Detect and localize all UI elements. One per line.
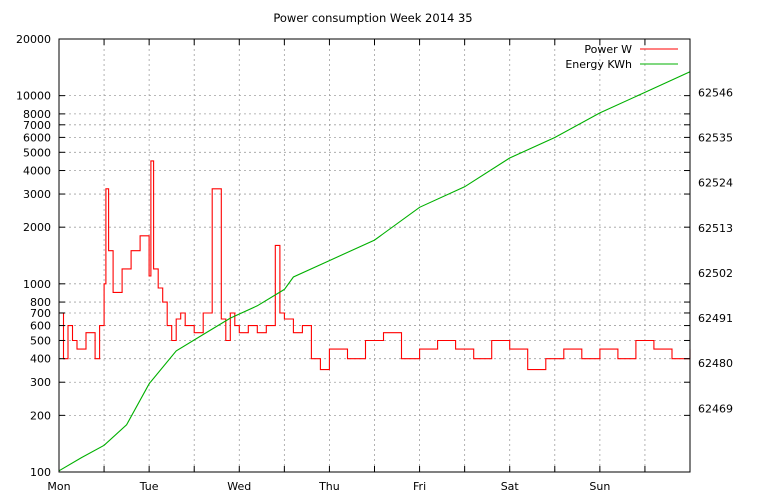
chart-title: Power consumption Week 2014 35 bbox=[273, 11, 472, 25]
y-left-tick-label: 3000 bbox=[23, 188, 51, 201]
x-tick-label: Sat bbox=[501, 480, 520, 493]
legend-label-0: Power W bbox=[584, 43, 632, 56]
y-left-tick-label: 20000 bbox=[16, 33, 51, 46]
y-right-tick-label: 62469 bbox=[698, 402, 733, 415]
legend: Power W Energy KWh bbox=[565, 43, 678, 71]
y-right-tick-label: 62491 bbox=[698, 312, 733, 325]
series-line-0 bbox=[59, 160, 691, 371]
x-tick-label: Wed bbox=[227, 480, 251, 493]
y-right-tick-label: 62502 bbox=[698, 267, 733, 280]
plot-area bbox=[58, 71, 691, 472]
y-left-tick-label: 4000 bbox=[23, 165, 51, 178]
series-line-1 bbox=[58, 71, 691, 472]
y-right-tick-label: 62513 bbox=[698, 222, 733, 235]
y-left-tick-label: 300 bbox=[30, 376, 51, 389]
y-left-tick-label: 700 bbox=[30, 307, 51, 320]
legend-label-1: Energy KWh bbox=[565, 58, 632, 71]
y-left-tick-label: 5000 bbox=[23, 146, 51, 159]
x-tick-label: Fri bbox=[413, 480, 426, 493]
y-left-tick-label: 8000 bbox=[23, 108, 51, 121]
y-right-tick-label: 62546 bbox=[698, 86, 733, 99]
x-tick-label: Sun bbox=[589, 480, 610, 493]
y-left-tick-label: 7000 bbox=[23, 119, 51, 132]
y-left-tick-label: 600 bbox=[30, 320, 51, 333]
y-left-tick-label: 100 bbox=[30, 466, 51, 479]
y-left-tick-label: 400 bbox=[30, 353, 51, 366]
y-right-tick-label: 62480 bbox=[698, 357, 733, 370]
x-tick-label: Tue bbox=[139, 480, 159, 493]
y-right-tick-label: 62524 bbox=[698, 177, 733, 190]
y-left-tick-label: 2000 bbox=[23, 221, 51, 234]
x-tick-label: Mon bbox=[47, 480, 70, 493]
y-left-tick-label: 200 bbox=[30, 409, 51, 422]
y-left-tick-label: 500 bbox=[30, 334, 51, 347]
x-tick-label: Thu bbox=[318, 480, 340, 493]
y-left-tick-label: 6000 bbox=[23, 131, 51, 144]
grid bbox=[59, 39, 690, 472]
y-left-tick-label: 800 bbox=[30, 296, 51, 309]
y-left-tick-label: 1000 bbox=[23, 278, 51, 291]
y-left-tick-label: 10000 bbox=[16, 90, 51, 103]
y-right-tick-label: 62535 bbox=[698, 132, 733, 145]
